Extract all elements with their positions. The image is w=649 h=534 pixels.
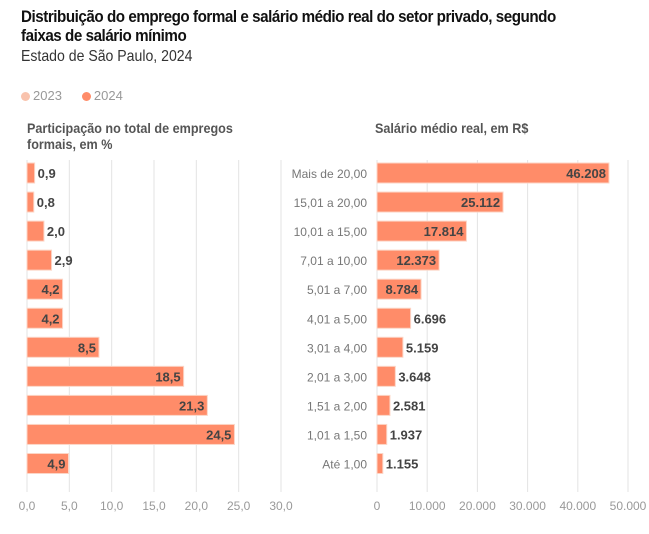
data-label: 17.814 [424, 224, 465, 239]
x-tick-label: 25,0 [227, 499, 251, 513]
x-tick-label: 30,0 [269, 499, 293, 513]
bar[interactable] [26, 365, 185, 387]
data-label: 5.159 [406, 340, 439, 355]
data-label: 25.112 [461, 195, 500, 210]
x-tick-label: 15,0 [142, 499, 166, 513]
category-label: 7,01 a 10,00 [300, 254, 367, 268]
bar[interactable] [26, 336, 100, 358]
data-label: 4,2 [41, 311, 59, 326]
data-label: 18,5 [155, 369, 180, 384]
legend-item-2023[interactable]: 2023 [21, 88, 62, 103]
data-label: 21,3 [179, 398, 204, 413]
category-label: 10,01 a 15,00 [294, 225, 368, 239]
bar[interactable] [26, 307, 64, 329]
data-label: 4,9 [47, 457, 65, 472]
x-tick-label: 20.000 [459, 499, 496, 513]
category-label: 4,01 a 5,00 [307, 312, 367, 326]
category-label: 5,01 a 7,00 [307, 283, 367, 297]
category-label: 1,51 a 2,00 [307, 399, 367, 413]
category-label: 1,01 a 1,50 [307, 428, 367, 442]
data-label: 4,2 [41, 282, 59, 297]
category-label: Até 1,00 [322, 458, 367, 472]
bar[interactable] [376, 220, 467, 242]
data-label: 0,9 [38, 166, 56, 181]
category-label: Mais de 20,00 [292, 167, 368, 181]
legend-label: 2023 [33, 88, 62, 103]
legend-dot-icon [81, 92, 91, 101]
bar[interactable] [26, 162, 36, 184]
bar[interactable] [26, 453, 69, 474]
data-label: 1.155 [386, 457, 419, 472]
bar[interactable] [26, 220, 45, 242]
bar[interactable] [26, 249, 53, 271]
legend: 2023 2024 [21, 88, 123, 103]
category-label: 15,01 a 20,00 [294, 196, 368, 210]
x-tick-label: 30.000 [509, 499, 546, 513]
x-tick-label: 20,0 [185, 499, 209, 513]
x-tick-label: 0 [374, 499, 381, 513]
data-label: 6.696 [414, 311, 447, 326]
legend-dot-icon [21, 92, 30, 101]
bar[interactable] [26, 191, 35, 213]
bar[interactable] [376, 453, 384, 474]
data-label: 3.648 [398, 369, 431, 384]
data-label: 2.581 [393, 398, 426, 413]
x-tick-label: 10.000 [409, 499, 446, 513]
x-tick-label: 0,0 [19, 499, 36, 513]
chart-subtitle: Estado de São Paulo, 2024 [21, 48, 193, 65]
bar[interactable] [376, 278, 422, 300]
bar[interactable] [376, 162, 610, 184]
data-label: 0,8 [37, 195, 55, 210]
right-panel-title: Salário médio real, em R$ [375, 120, 529, 136]
legend-label: 2024 [93, 88, 123, 103]
data-label: 2,0 [47, 224, 65, 239]
x-tick-label: 10,0 [100, 499, 124, 513]
data-label: 8.784 [386, 282, 419, 297]
bar[interactable] [376, 394, 391, 416]
left-panel-title: Participação no total de empregos formai… [27, 120, 233, 152]
legend-item-2024[interactable]: 2024 [81, 88, 123, 103]
data-label: 24,5 [206, 427, 231, 442]
bar[interactable] [26, 394, 208, 416]
bar[interactable] [26, 278, 64, 300]
data-label: 46.208 [566, 166, 606, 181]
category-label: 2,01 a 3,00 [307, 370, 367, 384]
bar[interactable] [376, 336, 404, 358]
chart-title: Distribuição do emprego formal e salário… [21, 8, 556, 45]
x-tick-label: 5,0 [61, 499, 78, 513]
bar[interactable] [376, 307, 412, 329]
bar[interactable] [376, 249, 440, 271]
data-label: 8,5 [78, 340, 96, 355]
data-label: 2,9 [55, 253, 73, 268]
bar[interactable] [376, 423, 388, 445]
bar[interactable] [376, 191, 504, 213]
category-label: 3,01 a 4,00 [307, 341, 367, 355]
data-label: 12.373 [396, 253, 436, 268]
x-tick-label: 40.000 [559, 499, 596, 513]
x-tick-label: 50.000 [610, 499, 647, 513]
bar[interactable] [376, 365, 396, 387]
bar[interactable] [26, 423, 235, 445]
data-label: 1.937 [390, 427, 423, 442]
